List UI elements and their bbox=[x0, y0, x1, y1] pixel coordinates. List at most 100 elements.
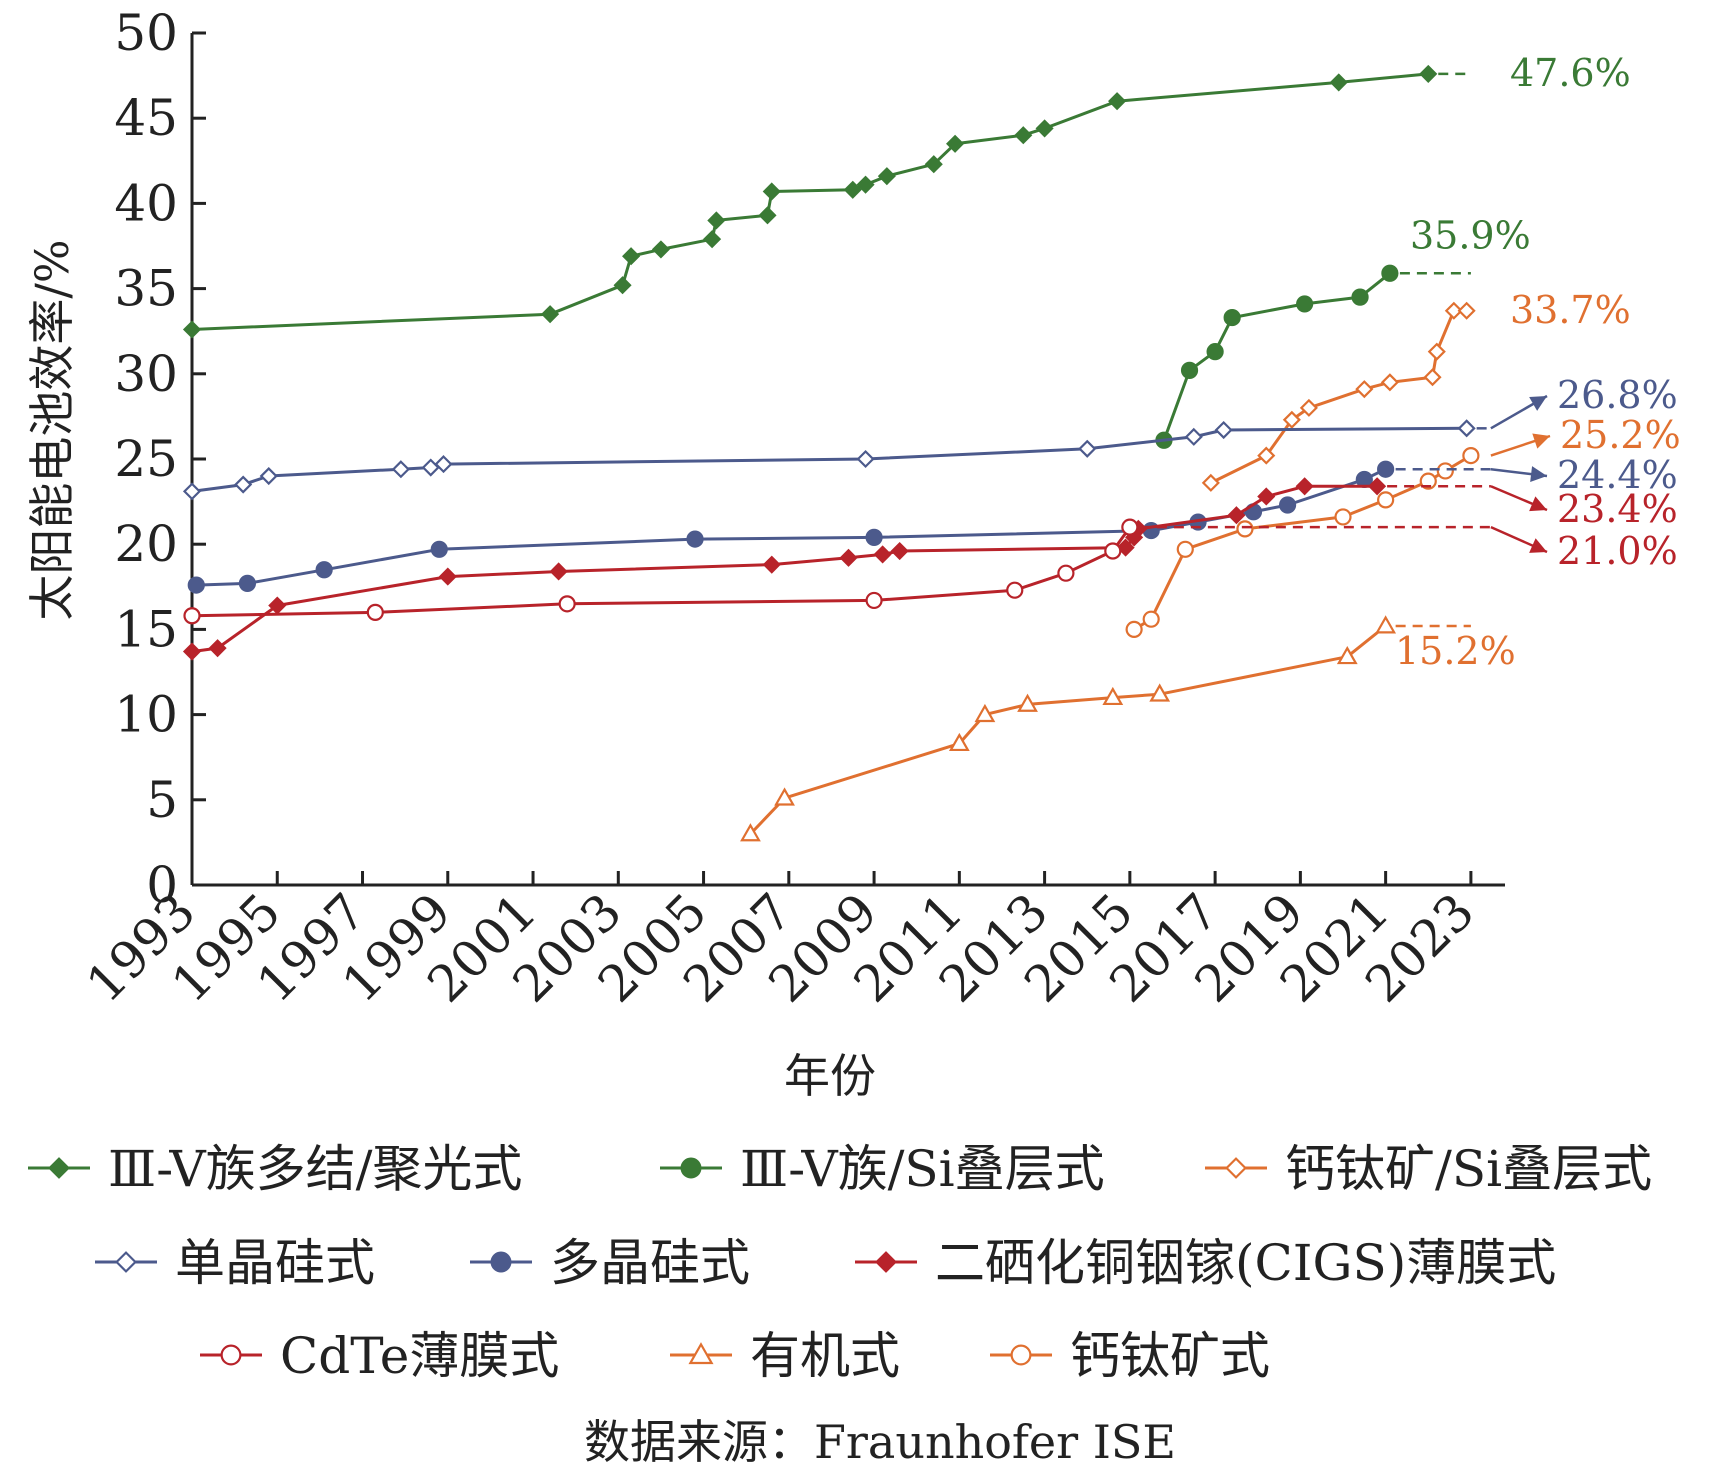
data-point bbox=[1457, 419, 1476, 438]
data-point bbox=[1278, 496, 1297, 514]
data-point bbox=[865, 528, 883, 546]
data-point bbox=[1184, 427, 1203, 446]
data-point bbox=[1017, 693, 1038, 712]
data-point bbox=[1462, 446, 1480, 465]
y-tick-label: 5 bbox=[146, 771, 178, 829]
data-point bbox=[438, 567, 457, 586]
legend-label: 单晶硅式 bbox=[175, 1234, 375, 1292]
data-point bbox=[315, 561, 333, 579]
end-value-label: 25.2% bbox=[1560, 413, 1681, 457]
data-point bbox=[1057, 564, 1075, 582]
y-tick-label: 30 bbox=[114, 345, 178, 403]
data-point bbox=[1180, 361, 1199, 379]
arrow-head-icon bbox=[1529, 496, 1547, 512]
data-point bbox=[1381, 264, 1399, 282]
end-value-label: 21.0% bbox=[1557, 529, 1678, 573]
legend-marker bbox=[1010, 1344, 1032, 1366]
series-layer bbox=[182, 64, 1480, 842]
end-labels: 47.6% 35.9% 33.7% 26.8% 24.4%23.4%21.0% 15.2%… bbox=[1139, 51, 1681, 673]
series-1 bbox=[182, 64, 1438, 339]
y-tick-label: 50 bbox=[114, 4, 178, 62]
data-point bbox=[1355, 470, 1373, 489]
arrow-head-icon bbox=[1532, 433, 1550, 449]
arrow-head-icon bbox=[1529, 538, 1547, 553]
data-point bbox=[1176, 540, 1194, 558]
end-value-label: 24.4% bbox=[1557, 453, 1678, 497]
data-point bbox=[366, 603, 384, 621]
data-point bbox=[187, 576, 205, 594]
series-7 bbox=[183, 518, 1139, 625]
series-line bbox=[196, 467, 1387, 587]
y-tick-label: 40 bbox=[114, 174, 178, 232]
data-point bbox=[1006, 581, 1024, 599]
data-point bbox=[1142, 610, 1160, 628]
data-point bbox=[1014, 126, 1033, 145]
data-point bbox=[613, 276, 632, 295]
data-point bbox=[1257, 487, 1276, 506]
data-point bbox=[1214, 420, 1233, 440]
data-point bbox=[1336, 645, 1358, 665]
legend-label: 多晶硅式 bbox=[550, 1234, 750, 1292]
y-tick-label: 45 bbox=[114, 89, 178, 147]
legend-item: 钙钛矿/Si叠层式 bbox=[1205, 1140, 1652, 1198]
data-point bbox=[1125, 620, 1143, 639]
data-point bbox=[1368, 477, 1387, 496]
data-point bbox=[1078, 439, 1097, 458]
data-point bbox=[1423, 368, 1442, 387]
data-point bbox=[686, 530, 704, 548]
series-line bbox=[749, 624, 1387, 835]
data-point bbox=[1334, 508, 1352, 526]
arrow-head-icon bbox=[1529, 396, 1547, 411]
data-point bbox=[259, 466, 278, 486]
data-point bbox=[1236, 520, 1254, 538]
data-point bbox=[856, 449, 875, 469]
legend-label: CdTe薄膜式 bbox=[280, 1327, 559, 1385]
data-point bbox=[1206, 343, 1224, 361]
series-5 bbox=[187, 460, 1395, 594]
data-point bbox=[1377, 491, 1395, 509]
legend-label: Ⅲ-V族/Si叠层式 bbox=[740, 1140, 1105, 1198]
series-line bbox=[191, 526, 1132, 618]
data-point bbox=[1296, 295, 1314, 313]
data-point bbox=[707, 211, 726, 230]
data-point bbox=[651, 240, 670, 259]
data-point bbox=[1295, 477, 1314, 496]
data-point bbox=[1427, 342, 1446, 361]
end-value-label: 47.6% bbox=[1510, 51, 1631, 95]
data-point bbox=[1351, 288, 1369, 306]
data-point bbox=[622, 247, 641, 266]
data-point bbox=[873, 545, 892, 564]
data-point bbox=[238, 574, 257, 592]
x-axis-label: 年份 bbox=[784, 1049, 876, 1103]
legend-marker bbox=[115, 1251, 137, 1273]
data-point bbox=[843, 180, 862, 199]
legend-marker bbox=[220, 1344, 242, 1366]
data-point bbox=[421, 458, 440, 477]
data-point bbox=[924, 155, 943, 174]
y-tick-label: 25 bbox=[114, 430, 178, 488]
data-point bbox=[1377, 460, 1395, 478]
data-point bbox=[740, 823, 761, 842]
data-point bbox=[183, 607, 201, 625]
data-point bbox=[1355, 380, 1374, 399]
data-point bbox=[1282, 410, 1301, 429]
data-point bbox=[1108, 92, 1127, 111]
data-point bbox=[434, 455, 453, 474]
legend-item: Ⅲ-V族/Si叠层式 bbox=[660, 1140, 1105, 1198]
end-value-label: 35.9% bbox=[1410, 213, 1531, 257]
data-point bbox=[877, 167, 896, 186]
data-point bbox=[948, 732, 970, 752]
legend-item: 有机式 bbox=[670, 1327, 900, 1385]
data-point bbox=[1102, 686, 1124, 706]
y-axis-label: 太阳能电池效率/% bbox=[25, 239, 79, 620]
data-point bbox=[839, 548, 858, 567]
y-tick-label: 35 bbox=[114, 260, 178, 318]
legend-item: 单晶硅式 bbox=[95, 1234, 375, 1292]
data-point bbox=[1436, 462, 1454, 480]
series-8 bbox=[740, 615, 1397, 842]
legend-marker bbox=[875, 1251, 897, 1273]
legend-item: 钙钛矿式 bbox=[990, 1327, 1270, 1385]
data-point bbox=[774, 787, 795, 806]
